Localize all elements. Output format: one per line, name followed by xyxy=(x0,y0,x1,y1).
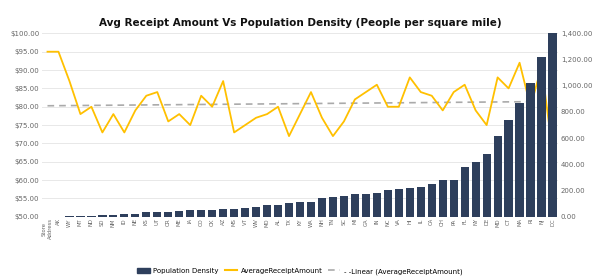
Bar xyxy=(142,212,151,217)
Bar xyxy=(428,183,436,217)
Bar xyxy=(197,210,205,217)
Bar xyxy=(219,209,227,217)
Bar xyxy=(439,180,447,217)
Bar xyxy=(505,120,513,217)
Bar xyxy=(296,202,304,217)
Bar xyxy=(131,214,139,217)
Bar xyxy=(472,162,480,217)
Bar xyxy=(318,198,326,217)
Bar xyxy=(538,57,545,217)
Bar xyxy=(461,167,469,217)
Bar xyxy=(384,190,392,217)
Bar xyxy=(494,136,502,217)
Bar xyxy=(87,215,95,217)
Bar xyxy=(373,193,381,217)
Bar xyxy=(241,208,249,217)
Legend: Population Density, AverageReceiptAmount, - -Linear (AverageReceiptAmount): Population Density, AverageReceiptAmount… xyxy=(135,265,465,277)
Bar xyxy=(307,202,315,217)
Bar xyxy=(109,215,118,217)
Bar xyxy=(175,211,184,217)
Bar xyxy=(153,212,161,217)
Bar xyxy=(351,194,359,217)
Bar xyxy=(164,212,172,217)
Bar xyxy=(406,188,414,217)
Bar xyxy=(252,207,260,217)
Bar xyxy=(362,194,370,217)
Bar xyxy=(65,216,74,217)
Bar xyxy=(120,214,128,217)
Bar xyxy=(482,154,491,217)
Bar xyxy=(329,197,337,217)
Bar xyxy=(263,205,271,217)
Bar xyxy=(395,189,403,217)
Bar xyxy=(515,103,524,217)
Bar xyxy=(526,83,535,217)
Title: Avg Receipt Amount Vs Population Density (People per square mile): Avg Receipt Amount Vs Population Density… xyxy=(98,18,502,28)
Bar xyxy=(208,210,216,217)
Bar xyxy=(548,0,557,217)
Bar xyxy=(76,216,85,217)
Bar xyxy=(230,208,238,217)
Bar xyxy=(340,196,348,217)
Bar xyxy=(449,180,458,217)
Bar xyxy=(274,205,282,217)
Bar xyxy=(416,187,425,217)
Bar xyxy=(98,215,107,217)
Bar xyxy=(285,203,293,217)
Bar xyxy=(186,210,194,217)
